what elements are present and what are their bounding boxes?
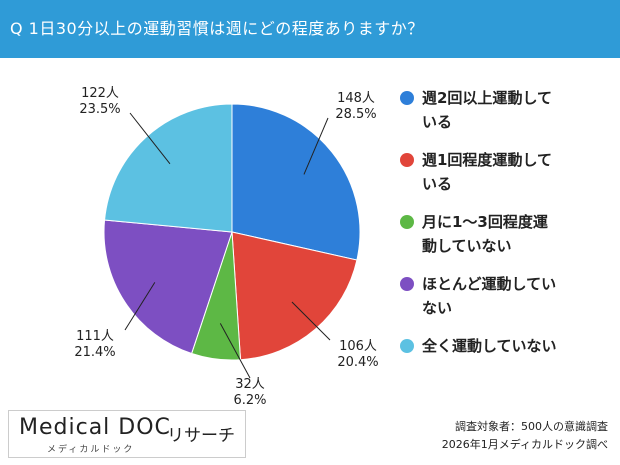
legend-swatch — [400, 339, 414, 353]
leader-line — [291, 301, 331, 341]
legend-label: 週1回程度運動している — [422, 151, 552, 193]
pie-slice — [104, 103, 233, 233]
legend-item: 週1回程度運動している — [400, 148, 560, 210]
brand-suffix: リサーチ — [167, 426, 235, 446]
pie-slice — [231, 103, 361, 261]
brand: Medical DOC — [19, 415, 171, 440]
legend-swatch — [400, 91, 414, 105]
leader-line — [303, 117, 329, 175]
value-label: 32人 — [235, 377, 265, 392]
legend-label: ほとんど運動していない — [422, 275, 557, 317]
value-label: 148人 — [337, 91, 375, 106]
percent-label: 20.4% — [337, 355, 378, 370]
percent-label: 23.5% — [79, 102, 120, 117]
leader-line — [129, 112, 171, 165]
pie-slice — [231, 231, 358, 361]
legend: 週2回以上運動している 週1回程度運動している 月に1～3回程度運動していない ほとん… — [400, 86, 560, 396]
note: 調査対象者：500人の意識調査 2026年1月メディカルドック調べ — [442, 418, 608, 454]
title-bar: Q 1日30分以上の運動習慣は週にどの程度ありますか？ — [0, 0, 620, 58]
percent-label: 6.2% — [233, 393, 266, 408]
legend-item: 月に1～3回程度運動していない — [400, 210, 560, 272]
value-label: 122人 — [81, 86, 119, 101]
percent-label: 21.4% — [74, 345, 115, 360]
legend-swatch — [400, 215, 414, 229]
value-label: 106人 — [339, 339, 377, 354]
legend-label: 全く運動していない — [422, 337, 557, 355]
legend-swatch — [400, 277, 414, 291]
note-line: 調査対象者：500人の意識調査 — [455, 420, 608, 433]
brand-sub: メディカルドック — [47, 445, 135, 455]
leader-line — [219, 323, 251, 379]
legend-item: 週2回以上運動している — [400, 86, 560, 148]
note-line: 2026年1月メディカルドック調べ — [441, 438, 608, 451]
legend-swatch — [400, 153, 414, 167]
chart-title: Q 1日30分以上の運動習慣は週にどの程度ありますか？ — [10, 19, 424, 38]
legend-item: ほとんど運動していない — [400, 272, 560, 334]
pie-slice — [103, 219, 233, 355]
logo: Medical DOC メディカルドック リサーチ — [8, 410, 246, 458]
legend-label: 週2回以上運動している — [422, 89, 552, 131]
percent-label: 28.5% — [335, 107, 376, 122]
leader-line — [124, 282, 156, 331]
legend-label: 月に1～3回程度運動していない — [422, 213, 548, 255]
value-label: 111人 — [76, 329, 114, 344]
legend-item: 全く運動していない — [400, 334, 560, 396]
